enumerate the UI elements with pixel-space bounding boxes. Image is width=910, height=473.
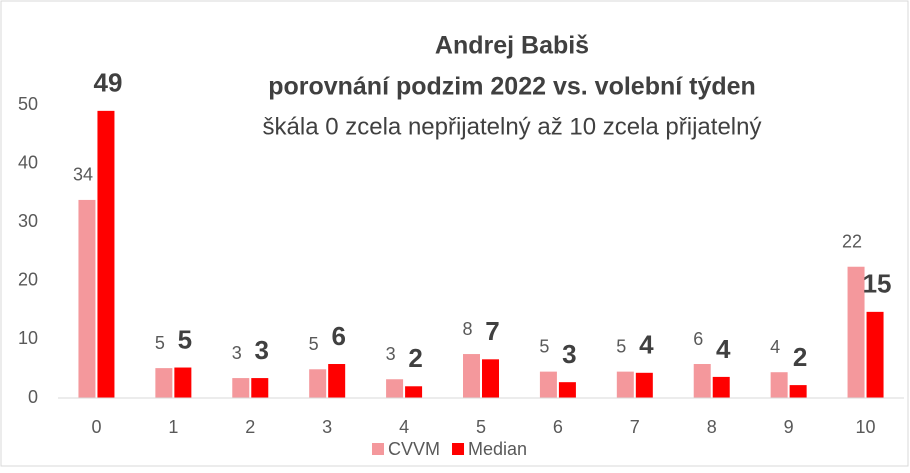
x-tick-label: 4 (399, 417, 409, 437)
data-label: 2 (793, 342, 807, 372)
data-label: 2 (408, 343, 422, 373)
bar (78, 199, 96, 398)
x-tick-label: 6 (553, 417, 563, 437)
x-tick-label: 7 (630, 417, 640, 437)
legend-label: CVVM (388, 439, 440, 459)
y-tick-label: 0 (28, 387, 38, 407)
data-label: 4 (716, 334, 731, 364)
x-tick-label: 2 (245, 417, 255, 437)
bar (309, 369, 327, 398)
bar (635, 372, 653, 398)
data-label: 34 (73, 165, 93, 185)
x-tick-label: 0 (91, 417, 101, 437)
data-label: 15 (863, 269, 892, 299)
chart-subtitle: porovnání podzim 2022 vs. volební týden (268, 73, 756, 101)
data-label: 49 (93, 68, 122, 98)
bar (866, 311, 884, 398)
bar (232, 378, 250, 398)
bar (693, 364, 711, 398)
bar (386, 379, 404, 398)
bar (251, 378, 269, 398)
y-tick-label: 20 (18, 270, 38, 290)
bar (482, 359, 499, 398)
data-label: 5 (155, 333, 165, 353)
bar (463, 354, 480, 398)
x-tick-label: 5 (476, 417, 486, 437)
data-label: 22 (842, 231, 862, 251)
x-tick-label: 3 (322, 417, 332, 437)
data-label: 3 (386, 344, 396, 364)
data-label: 8 (462, 319, 472, 339)
bar (97, 110, 115, 399)
bar (174, 367, 192, 398)
bar (155, 368, 173, 398)
bar (539, 371, 557, 398)
bar (712, 376, 730, 398)
data-label: 3 (255, 335, 269, 365)
y-tick-label: 10 (18, 328, 38, 348)
legend-label: Median (468, 439, 527, 459)
legend-swatch (452, 443, 465, 455)
data-label: 4 (639, 330, 654, 360)
data-label: 5 (539, 336, 549, 356)
x-tick-label: 9 (784, 417, 794, 437)
data-label: 7 (485, 316, 499, 346)
bar (405, 386, 423, 398)
data-label: 5 (309, 334, 319, 354)
x-tick-label: 8 (707, 417, 717, 437)
data-label: 3 (562, 339, 576, 369)
data-label: 4 (770, 337, 780, 357)
data-label: 3 (232, 343, 242, 363)
y-tick-label: 30 (18, 211, 38, 231)
bar (847, 266, 865, 398)
data-label: 5 (178, 324, 192, 354)
chart-title: Andrej Babiš (435, 32, 589, 60)
bar (789, 385, 807, 398)
bar (558, 382, 576, 398)
legend-swatch (372, 443, 384, 455)
chart-subtitle: škála 0 zcela nepřijatelný až 10 zcela p… (263, 113, 762, 140)
bar (616, 371, 634, 398)
data-label: 5 (616, 336, 626, 356)
x-tick-label: 1 (168, 417, 178, 437)
y-tick-label: 40 (18, 152, 38, 172)
bar (328, 364, 346, 398)
x-tick-label: 10 (856, 417, 876, 437)
data-label: 6 (693, 329, 703, 349)
bar (770, 372, 788, 398)
data-label: 6 (331, 321, 345, 351)
y-tick-label: 50 (18, 94, 38, 114)
